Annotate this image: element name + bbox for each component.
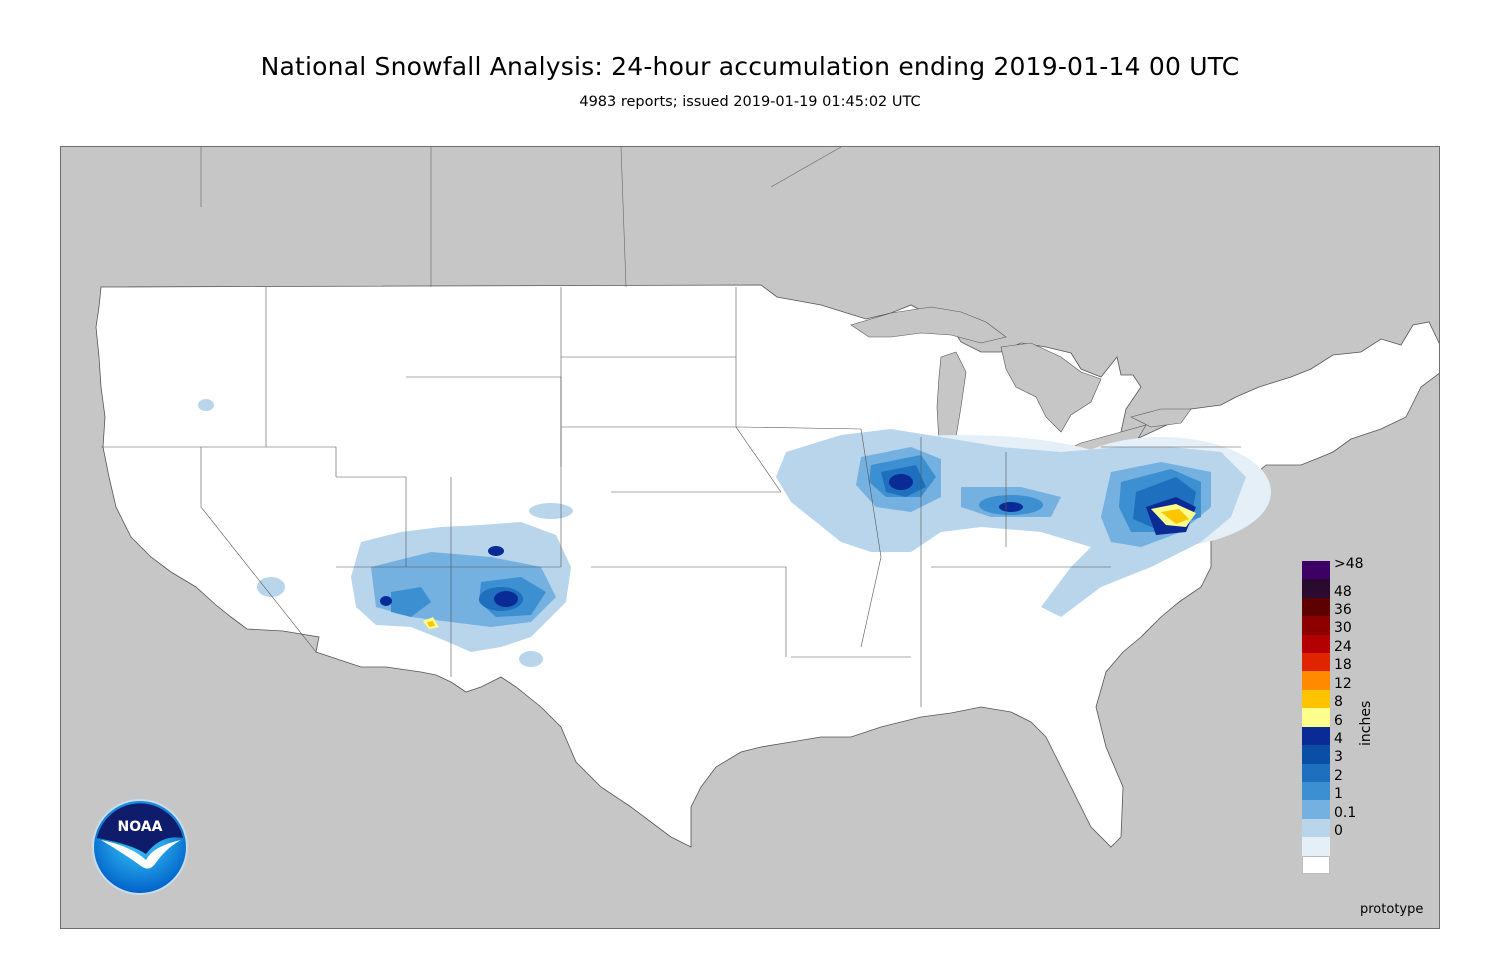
colorbar-tick-label: 12 [1334, 675, 1352, 692]
colorbar-tick-label: 0 [1334, 822, 1343, 839]
colorbar-swatch [1302, 763, 1330, 783]
colorbar-swatch [1302, 781, 1330, 801]
colorbar-tick-label: 36 [1334, 602, 1352, 619]
prototype-label: prototype [1360, 902, 1424, 917]
colorbar-swatch [1302, 837, 1330, 857]
colorbar-tick-label: 8 [1334, 694, 1343, 711]
snow-6-12 [423, 504, 1196, 629]
colorbar-swatch [1302, 597, 1330, 617]
colorbar-swatch [1302, 689, 1330, 709]
colorbar-units: inches [1358, 700, 1374, 746]
map-title: National Snowfall Analysis: 24-hour accu… [260, 52, 1240, 81]
state-boundaries [101, 287, 1241, 707]
colorbar-tick-label: >48 [1334, 556, 1364, 572]
colorbar-swatch [1302, 745, 1330, 765]
colorbar-swatch [1302, 579, 1330, 599]
colorbar-swatch [1302, 800, 1330, 820]
colorbar-tick-label: 1 [1334, 786, 1343, 803]
colorbar-tick-label: 48 [1334, 583, 1352, 600]
snowfall-map [95, 147, 1439, 848]
colorbar-tick-label: 2 [1334, 767, 1343, 784]
lake-ontario [1130, 408, 1192, 428]
colorbar-tick-label: 18 [1334, 657, 1352, 674]
colorbar-swatch [1302, 561, 1330, 580]
noaa-logo-text: NOAA [118, 819, 163, 835]
colorbar-tick-label: 0.1 [1334, 804, 1357, 821]
colorbar-swatch [1302, 671, 1330, 691]
lake-huron [1000, 342, 1102, 433]
colorbar-tick-label: 4 [1334, 730, 1343, 747]
map-subtitle: 4983 reports; issued 2019-01-19 01:45:02… [579, 94, 921, 110]
colorbar-tick-label: 6 [1334, 712, 1343, 729]
colorbar-swatch [1302, 818, 1330, 838]
noaa-seagull-logo: NOAA [92, 799, 188, 895]
colorbar-tick-label: 3 [1334, 749, 1343, 766]
lake-superior [850, 306, 1007, 344]
colorbar-swatch [1302, 616, 1330, 636]
colorbar-tick-label: 24 [1334, 638, 1352, 655]
colorbar-tick-label: 30 [1334, 620, 1352, 637]
colorbar-swatch [1302, 726, 1330, 746]
colorbar-swatch [1302, 634, 1330, 654]
map-panel[interactable] [60, 146, 1440, 929]
colorbar-legend [1302, 561, 1330, 875]
us-land [95, 284, 1439, 848]
colorbar-swatch [1302, 708, 1330, 728]
colorbar-swatch [1302, 653, 1330, 672]
colorbar-swatch [1302, 855, 1330, 875]
